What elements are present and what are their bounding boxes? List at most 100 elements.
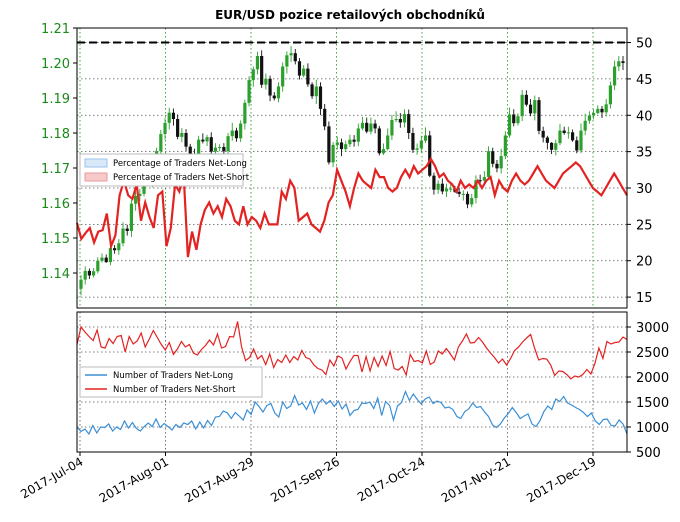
candle-body: [138, 193, 142, 196]
date-tick-label: 2017-Nov-21: [439, 454, 513, 505]
candle-body: [562, 130, 566, 133]
candle-body: [243, 102, 247, 124]
candle-body: [604, 104, 608, 113]
count-axis-ticks: 500 1000 1500 2000 2500 3000: [627, 321, 669, 461]
percent-tick-label: 20: [636, 255, 653, 270]
candle-body: [507, 114, 512, 136]
candle-body: [314, 86, 318, 97]
candle-body: [306, 68, 310, 85]
candle-body: [554, 143, 558, 150]
candle-body: [449, 188, 453, 190]
candle-body: [327, 126, 331, 163]
candle-body: [184, 133, 188, 147]
date-tick-label: 2017-Sep-26: [268, 454, 342, 505]
candle-body: [159, 134, 163, 152]
trader-count-panel: 500 1000 1500 2000 2500 3000 Number of Trader…: [76, 311, 669, 461]
candle-body: [612, 66, 617, 86]
date-tick-label: 2017-Dec-19: [524, 454, 598, 505]
candle-body: [117, 243, 121, 251]
percent-tick-label: 30: [636, 182, 653, 197]
candle-body: [201, 139, 205, 142]
candle-body: [289, 53, 293, 56]
price-axis-ticks: 1.14 1.15 1.16 1.17 1.18 1.19 1.20 1.21: [41, 22, 77, 282]
candle-body: [234, 130, 239, 139]
candle-body: [197, 139, 201, 160]
candle-body: [386, 135, 390, 150]
candle-body: [163, 122, 167, 135]
candle-body: [180, 133, 184, 137]
candle-body: [352, 139, 356, 142]
candle-body: [570, 132, 575, 141]
candle-body: [591, 113, 596, 116]
candle-body: [579, 130, 583, 151]
count-tick-label: 2500: [636, 346, 669, 361]
legend-label-num-short: Number of Traders Net-Short: [113, 385, 236, 395]
candle-body: [87, 270, 92, 276]
legend-swatch-net-long: [84, 158, 108, 168]
count-legend-box: [79, 366, 263, 398]
candle-body: [92, 271, 96, 276]
candle-body: [356, 128, 360, 142]
price-tick-label: 1.14: [41, 267, 70, 282]
candle-body: [318, 86, 323, 109]
candle-body: [79, 279, 83, 289]
candle-body: [402, 114, 407, 123]
legend-label-num-long: Number of Traders Net-Long: [113, 371, 233, 381]
candle-body: [209, 137, 213, 152]
candle-body: [121, 228, 125, 244]
date-tick-label: 2017-Aug-01: [97, 454, 171, 505]
percent-tick-label: 50: [636, 37, 653, 52]
candle-body: [365, 122, 369, 132]
candle-body: [272, 95, 276, 99]
percent-axis-ticks: 15 20 25 30 35 40 45 50: [627, 37, 653, 306]
date-tick-label: 2017-Aug-29: [182, 454, 256, 505]
count-tick-label: 1000: [636, 421, 669, 436]
candle-body: [213, 147, 218, 152]
candle-body: [436, 183, 440, 190]
candle-body: [281, 66, 285, 87]
candle-body: [285, 55, 289, 67]
candle-body: [247, 80, 251, 103]
candle-body: [239, 123, 243, 139]
candle-body: [583, 120, 587, 131]
candle-body: [83, 270, 87, 280]
price-tick-label: 1.21: [41, 22, 70, 37]
candle-body: [575, 140, 579, 151]
percent-tick-label: 40: [636, 109, 653, 124]
candle-body: [276, 86, 281, 99]
pct-net-short-line: [75, 156, 628, 258]
num-net-long-line: [76, 389, 628, 436]
price-tick-label: 1.20: [41, 57, 70, 72]
candle-body: [293, 53, 297, 62]
candle-body: [176, 119, 180, 137]
price-tick-label: 1.16: [41, 197, 70, 212]
candle-body: [516, 116, 520, 124]
candle-body: [503, 135, 507, 157]
candle-body: [323, 108, 327, 127]
candle-body: [331, 144, 335, 163]
candle-body: [440, 183, 444, 192]
candle-body: [260, 56, 264, 85]
candle-body: [377, 128, 381, 154]
candle-body: [617, 61, 621, 67]
candle-body: [491, 151, 495, 164]
candle-body: [465, 193, 470, 205]
candle-body: [369, 123, 373, 132]
candle-body: [621, 61, 625, 63]
candle-body: [608, 85, 612, 105]
candle-body: [537, 100, 541, 131]
date-tick-label: 2017-Jul-04: [18, 454, 85, 501]
candle-body: [587, 115, 591, 121]
candle-body: [113, 248, 117, 251]
candle-body: [411, 133, 415, 150]
candle-body: [310, 84, 314, 97]
price-tick-label: 1.17: [41, 162, 70, 177]
chart-title: EUR/USD pozice retailových obchodníků: [215, 8, 485, 22]
candle-body: [302, 68, 306, 76]
candle-body: [528, 104, 533, 114]
candle-body: [360, 122, 365, 129]
date-axis-labels: 2017-Jul-04 2017-Aug-01 2017-Aug-29 2017-Se…: [18, 452, 599, 505]
candle-body: [381, 149, 386, 154]
